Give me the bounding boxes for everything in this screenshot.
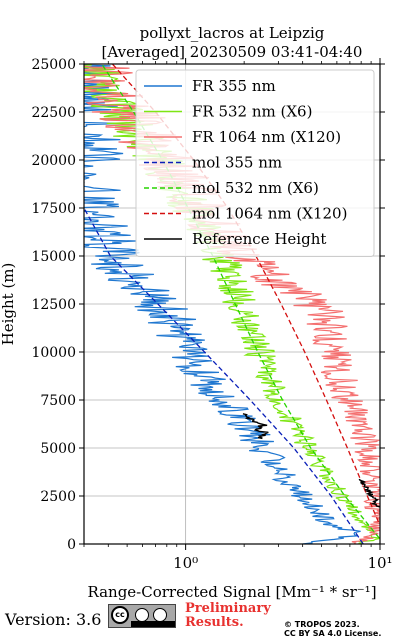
series-line-4: [101, 64, 380, 541]
legend-label: Reference Height: [192, 230, 326, 248]
reference-height-line-6: [242, 413, 269, 440]
preliminary-notice: Preliminary Results.: [185, 602, 271, 630]
chart-title-line2: [Averaged] 20230509 03:41-04:40: [102, 43, 363, 61]
preliminary-line2: Results.: [185, 615, 244, 630]
legend-label: FR 355 nm: [192, 77, 276, 95]
y-tick-label: 12500: [31, 297, 76, 313]
x-tick-label: 10⁰: [173, 554, 198, 572]
x-tick-label: 10¹: [367, 554, 392, 572]
legend: FR 355 nm FR 532 nm (X6) FR 1064 nm (X120)…: [135, 69, 375, 257]
legend-label: mol 532 nm (X6): [192, 179, 319, 197]
by-attribution-icon: [135, 608, 149, 622]
footer: Version: 3.6 cc Preliminary Results. © T…: [0, 600, 400, 640]
copyright-line2: CC BY SA 4.0 License.: [284, 629, 382, 638]
chart-title-line1: pollyxt_lacros at Leipzig: [140, 24, 325, 42]
y-tick-label: 0: [67, 537, 76, 553]
y-tick-label: 2500: [40, 489, 76, 505]
share-alike-icon: [153, 608, 167, 622]
legend-label: mol 1064 nm (X120): [192, 205, 347, 223]
lidar-profile-chart: 0 2500 5000 7500 10000 12500 15000 17500 20000 22…: [0, 24, 393, 600]
legend-label: mol 355 nm: [192, 154, 282, 172]
legend-box: [135, 69, 375, 257]
y-tick-label: 22500: [31, 105, 76, 121]
copyright-line1: © TROPOS 2023.: [284, 620, 360, 629]
cc-by-sa-license-badge: cc: [108, 604, 176, 628]
reference-height-line-lower-6: [358, 478, 380, 508]
y-tick-label: 17500: [31, 201, 76, 217]
preliminary-line1: Preliminary: [185, 601, 271, 616]
cc-icon: cc: [111, 606, 129, 624]
y-tick-label: 10000: [31, 345, 76, 361]
y-tick-label: 15000: [31, 249, 76, 265]
legend-label: FR 1064 nm (X120): [192, 128, 341, 146]
series-line-3: [84, 207, 364, 544]
license-badge-strip: [131, 621, 175, 627]
axis-ticks: 0 2500 5000 7500 10000 12500 15000 17500 20000 22…: [31, 57, 392, 572]
legend-label: FR 532 nm (X6): [192, 103, 312, 121]
version-label: Version: 3.6: [5, 610, 102, 629]
y-tick-label: 7500: [40, 393, 76, 409]
y-tick-label: 5000: [40, 441, 76, 457]
copyright-notice: © TROPOS 2023. CC BY SA 4.0 License.: [284, 620, 381, 638]
y-tick-label: 25000: [31, 57, 76, 73]
y-axis-label: Height (m): [0, 263, 17, 346]
y-tick-label: 20000: [31, 153, 76, 169]
x-axis-label: Range-Corrected Signal [Mm⁻¹ * sr⁻¹]: [87, 583, 376, 600]
